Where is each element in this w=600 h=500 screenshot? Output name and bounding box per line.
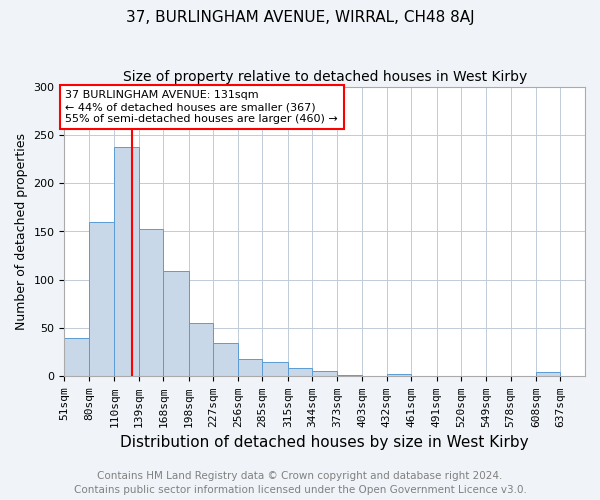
Title: Size of property relative to detached houses in West Kirby: Size of property relative to detached ho… bbox=[122, 70, 527, 84]
Bar bbox=[189, 324, 214, 376]
Bar bbox=[238, 359, 262, 376]
Bar bbox=[139, 228, 163, 376]
Bar bbox=[214, 342, 238, 376]
Bar bbox=[387, 374, 412, 376]
Text: 37, BURLINGHAM AVENUE, WIRRAL, CH48 8AJ: 37, BURLINGHAM AVENUE, WIRRAL, CH48 8AJ bbox=[125, 10, 475, 25]
Bar bbox=[288, 368, 313, 376]
Text: 37 BURLINGHAM AVENUE: 131sqm
← 44% of detached houses are smaller (367)
55% of s: 37 BURLINGHAM AVENUE: 131sqm ← 44% of de… bbox=[65, 90, 338, 124]
Bar bbox=[163, 271, 189, 376]
Bar bbox=[64, 338, 89, 376]
Bar bbox=[262, 362, 288, 376]
Text: Contains HM Land Registry data © Crown copyright and database right 2024.
Contai: Contains HM Land Registry data © Crown c… bbox=[74, 471, 526, 495]
X-axis label: Distribution of detached houses by size in West Kirby: Distribution of detached houses by size … bbox=[121, 435, 529, 450]
Bar bbox=[89, 222, 115, 376]
Bar bbox=[337, 374, 362, 376]
Bar bbox=[313, 370, 337, 376]
Bar bbox=[536, 372, 560, 376]
Bar bbox=[115, 148, 139, 376]
Y-axis label: Number of detached properties: Number of detached properties bbox=[15, 133, 28, 330]
